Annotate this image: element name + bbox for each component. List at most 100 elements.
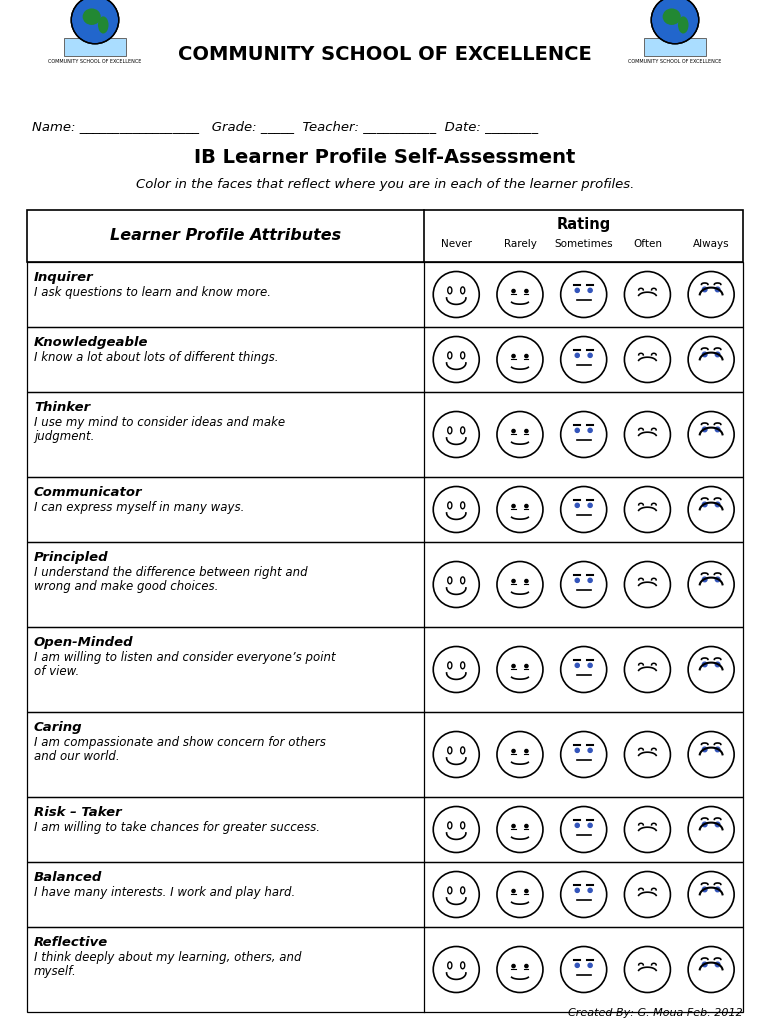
Text: wrong and make good choices.: wrong and make good choices. — [34, 580, 219, 593]
Text: Caring: Caring — [34, 721, 82, 734]
Circle shape — [588, 289, 592, 293]
Circle shape — [575, 579, 579, 583]
Circle shape — [561, 561, 607, 607]
Circle shape — [702, 352, 707, 356]
Circle shape — [525, 965, 528, 968]
Circle shape — [702, 287, 707, 292]
Ellipse shape — [678, 16, 688, 34]
Text: I have many interests. I work and play hard.: I have many interests. I work and play h… — [34, 886, 295, 899]
Circle shape — [434, 486, 479, 532]
Text: I understand the difference between right and: I understand the difference between righ… — [34, 566, 308, 579]
Circle shape — [575, 964, 579, 968]
Circle shape — [512, 965, 515, 968]
Circle shape — [575, 888, 579, 893]
Circle shape — [497, 271, 543, 317]
Circle shape — [434, 412, 479, 458]
Circle shape — [575, 289, 579, 293]
Text: judgment.: judgment. — [34, 430, 95, 443]
Circle shape — [575, 823, 579, 827]
Circle shape — [624, 337, 671, 383]
Circle shape — [702, 578, 707, 582]
Ellipse shape — [663, 8, 681, 25]
Bar — [27, 712, 743, 797]
Circle shape — [561, 871, 607, 918]
Text: Learner Profile Attributes: Learner Profile Attributes — [110, 228, 341, 244]
Circle shape — [575, 503, 579, 508]
Text: Color in the faces that reflect where you are in each of the learner profiles.: Color in the faces that reflect where yo… — [136, 178, 634, 191]
Circle shape — [624, 731, 671, 777]
Circle shape — [434, 946, 479, 992]
Text: Always: Always — [693, 239, 729, 249]
Text: Sometimes: Sometimes — [554, 239, 613, 249]
Bar — [64, 38, 126, 56]
Circle shape — [434, 731, 479, 777]
Circle shape — [497, 807, 543, 853]
Circle shape — [512, 890, 515, 893]
Circle shape — [575, 428, 579, 432]
Bar — [27, 927, 743, 1012]
Circle shape — [651, 0, 698, 44]
Circle shape — [561, 946, 607, 992]
Bar — [27, 327, 743, 392]
Text: Risk – Taker: Risk – Taker — [34, 806, 122, 819]
Text: I use my mind to consider ideas and make: I use my mind to consider ideas and make — [34, 416, 285, 429]
Circle shape — [434, 271, 479, 317]
Text: Reflective: Reflective — [34, 936, 109, 949]
Circle shape — [575, 749, 579, 753]
Circle shape — [715, 287, 720, 292]
Circle shape — [715, 352, 720, 356]
Text: and our world.: and our world. — [34, 750, 119, 763]
Circle shape — [715, 663, 720, 667]
Bar — [27, 392, 743, 477]
Text: I ask questions to learn and know more.: I ask questions to learn and know more. — [34, 286, 271, 299]
Circle shape — [588, 964, 592, 968]
Text: Balanced: Balanced — [34, 871, 102, 884]
Text: Often: Often — [633, 239, 662, 249]
Bar — [27, 262, 743, 327]
Circle shape — [497, 337, 543, 383]
Ellipse shape — [98, 16, 109, 34]
Circle shape — [688, 946, 734, 992]
Circle shape — [624, 807, 671, 853]
Circle shape — [715, 822, 720, 826]
Text: Thinker: Thinker — [34, 401, 90, 414]
Circle shape — [512, 665, 515, 668]
Circle shape — [715, 963, 720, 967]
Text: Principled: Principled — [34, 551, 109, 564]
Circle shape — [512, 750, 515, 753]
Circle shape — [702, 502, 707, 507]
Text: Rarely: Rarely — [504, 239, 537, 249]
Circle shape — [525, 290, 528, 293]
Circle shape — [512, 580, 515, 583]
Text: Created By: G. Moua Feb. 2012: Created By: G. Moua Feb. 2012 — [568, 1008, 743, 1018]
Bar — [27, 477, 743, 542]
Circle shape — [434, 646, 479, 692]
Text: of view.: of view. — [34, 665, 79, 678]
Text: Rating: Rating — [557, 217, 611, 232]
Circle shape — [624, 271, 671, 317]
Circle shape — [512, 290, 515, 293]
Circle shape — [688, 486, 734, 532]
Circle shape — [624, 486, 671, 532]
Circle shape — [688, 731, 734, 777]
Circle shape — [588, 888, 592, 893]
Circle shape — [72, 0, 119, 44]
Circle shape — [561, 486, 607, 532]
Circle shape — [702, 963, 707, 967]
Circle shape — [575, 664, 579, 668]
Circle shape — [497, 646, 543, 692]
Text: I am willing to take chances for greater success.: I am willing to take chances for greater… — [34, 821, 320, 834]
Circle shape — [525, 750, 528, 753]
Circle shape — [688, 871, 734, 918]
Circle shape — [525, 429, 528, 433]
Ellipse shape — [82, 8, 101, 25]
Circle shape — [561, 337, 607, 383]
Circle shape — [588, 428, 592, 432]
Circle shape — [561, 646, 607, 692]
Circle shape — [525, 665, 528, 668]
Text: I know a lot about lots of different things.: I know a lot about lots of different thi… — [34, 351, 279, 364]
Circle shape — [588, 579, 592, 583]
Circle shape — [434, 561, 479, 607]
Circle shape — [715, 578, 720, 582]
Circle shape — [688, 271, 734, 317]
